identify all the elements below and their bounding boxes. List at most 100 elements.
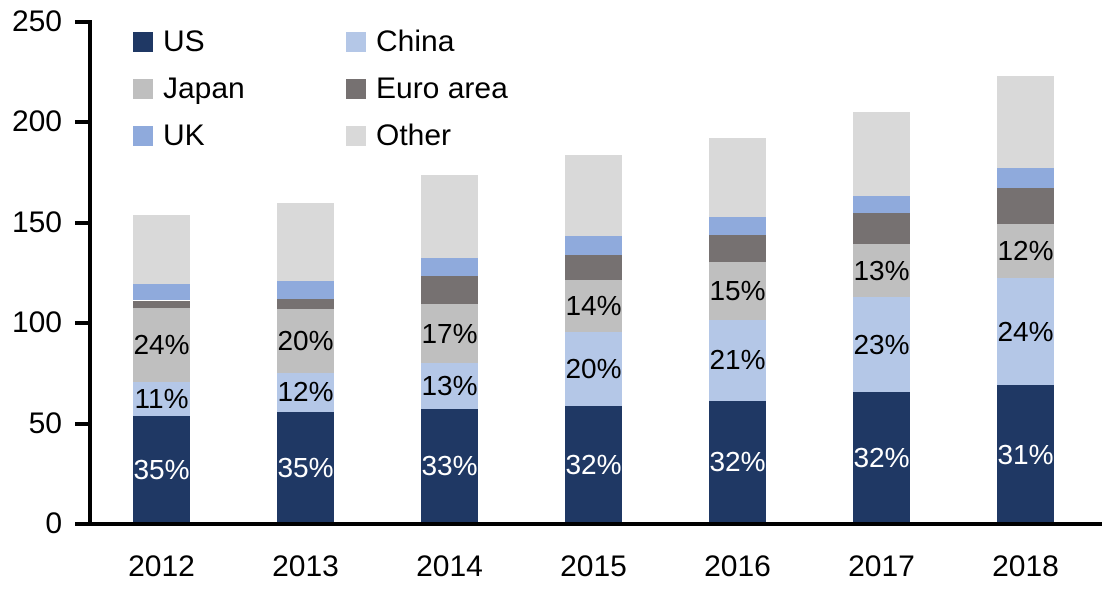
bar-segment-us-2013 <box>277 411 334 524</box>
bar-segment-euro-area-2016 <box>709 235 766 262</box>
bar-segment-china-2015 <box>565 331 622 406</box>
legend-label: Euro area <box>376 72 508 105</box>
legend-item-uk: UK <box>133 120 205 152</box>
bar-segment-other-2017 <box>853 112 910 196</box>
bar-segment-us-2012 <box>133 415 190 524</box>
bar-segment-uk-2012 <box>133 283 190 301</box>
segment-percent-label: 12% <box>997 234 1054 266</box>
bar-segment-euro-area-2015 <box>565 255 622 281</box>
x-axis-tick-label: 2014 <box>416 550 483 583</box>
bar-segment-uk-2017 <box>853 195 910 213</box>
bar-segment-china-2017 <box>853 297 910 393</box>
segment-percent-label: 15% <box>709 274 766 306</box>
bar-segment-japan-2012 <box>133 307 190 382</box>
x-axis-line <box>75 522 1102 526</box>
legend-item-us: US <box>133 26 205 58</box>
legend-item-euro-area: Euro area <box>346 73 508 105</box>
x-axis-tick-label: 2015 <box>560 550 627 583</box>
bar-segment-us-2018 <box>997 385 1054 524</box>
bar-segment-us-2017 <box>853 392 910 524</box>
bar-segment-japan-2016 <box>709 261 766 320</box>
segment-percent-label: 32% <box>853 442 910 474</box>
bar-segment-uk-2014 <box>421 257 478 277</box>
segment-percent-label: 32% <box>565 448 622 480</box>
y-axis-tick-mark <box>75 421 90 426</box>
segment-percent-label: 35% <box>277 451 334 483</box>
y-axis-tick-mark <box>75 321 90 326</box>
segment-percent-label: 11% <box>134 382 189 414</box>
bar-segment-other-2012 <box>133 214 190 284</box>
bar-segment-japan-2018 <box>997 224 1054 278</box>
bar-segment-euro-area-2017 <box>853 212 910 244</box>
bar-segment-china-2018 <box>997 277 1054 386</box>
bar-segment-uk-2016 <box>709 217 766 236</box>
y-axis-tick-label: 200 <box>11 105 62 139</box>
bar-segment-china-2013 <box>277 372 334 412</box>
bar-segment-other-2015 <box>565 154 622 236</box>
y-axis-tick-mark <box>75 20 90 24</box>
bar-segment-china-2014 <box>421 363 478 409</box>
legend-label: UK <box>163 119 205 152</box>
x-axis-tick-label: 2012 <box>128 550 195 583</box>
bar-segment-china-2012 <box>133 381 190 416</box>
y-axis-tick-label: 100 <box>11 306 62 340</box>
legend-label: China <box>376 25 455 58</box>
y-axis-tick-label: 250 <box>11 5 62 38</box>
bar-segment-japan-2017 <box>853 243 910 298</box>
segment-percent-label: 14% <box>565 289 622 321</box>
bar-segment-euro-area-2014 <box>421 276 478 304</box>
bar-segment-euro-area-2018 <box>997 187 1054 224</box>
legend-label: Other <box>376 119 452 152</box>
y-axis-tick-mark <box>75 120 90 125</box>
legend-item-china: China <box>346 26 454 58</box>
segment-percent-label: 24% <box>133 328 190 360</box>
legend-swatch-icon <box>346 126 366 146</box>
segment-percent-label: 17% <box>421 317 478 349</box>
legend-swatch-icon <box>133 79 153 99</box>
segment-percent-label: 21% <box>709 344 766 376</box>
bar-segment-uk-2018 <box>997 167 1054 188</box>
bar-segment-other-2013 <box>277 202 334 282</box>
segment-percent-label: 32% <box>709 446 766 478</box>
segment-percent-label: 35% <box>133 453 190 485</box>
x-axis-tick-label: 2017 <box>848 550 915 583</box>
segment-percent-label: 20% <box>565 352 622 384</box>
y-axis-line <box>88 20 92 524</box>
bar-segment-euro-area-2013 <box>277 298 334 309</box>
x-axis-tick-label: 2013 <box>272 550 339 583</box>
y-axis-tick-label: 0 <box>45 507 62 540</box>
bar-segment-other-2014 <box>421 174 478 258</box>
legend-swatch-icon <box>346 32 366 52</box>
bar-segment-japan-2015 <box>565 280 622 332</box>
bar-segment-japan-2013 <box>277 308 334 373</box>
segment-percent-label: 13% <box>421 370 478 402</box>
segment-percent-label: 31% <box>997 438 1054 470</box>
y-axis-tick-mark <box>75 220 90 225</box>
legend-swatch-icon <box>133 126 153 146</box>
bar-segment-us-2014 <box>421 408 478 524</box>
y-axis-tick-label: 150 <box>11 205 62 239</box>
segment-percent-label: 12% <box>277 376 334 408</box>
legend-item-other: Other <box>346 120 451 152</box>
legend-label: US <box>163 25 205 58</box>
bar-segment-japan-2014 <box>421 303 478 364</box>
bar-segment-uk-2013 <box>277 281 334 299</box>
bar-segment-other-2016 <box>709 138 766 218</box>
x-axis-tick-label: 2016 <box>704 550 771 583</box>
bar-segment-euro-area-2012 <box>133 300 190 308</box>
legend-label: Japan <box>163 72 245 105</box>
bar-segment-us-2016 <box>709 400 766 524</box>
bar-segment-us-2015 <box>565 405 622 524</box>
segment-percent-label: 23% <box>853 328 910 360</box>
legend-swatch-icon <box>346 79 366 99</box>
legend-item-japan: Japan <box>133 73 245 105</box>
bar-segment-uk-2015 <box>565 235 622 256</box>
segment-percent-label: 20% <box>277 324 334 356</box>
x-axis-tick-label: 2018 <box>992 550 1059 583</box>
bar-segment-china-2016 <box>709 319 766 401</box>
segment-percent-label: 24% <box>997 315 1054 347</box>
bar-segment-other-2018 <box>997 76 1054 168</box>
segment-percent-label: 33% <box>421 450 478 482</box>
segment-percent-label: 13% <box>853 254 910 286</box>
